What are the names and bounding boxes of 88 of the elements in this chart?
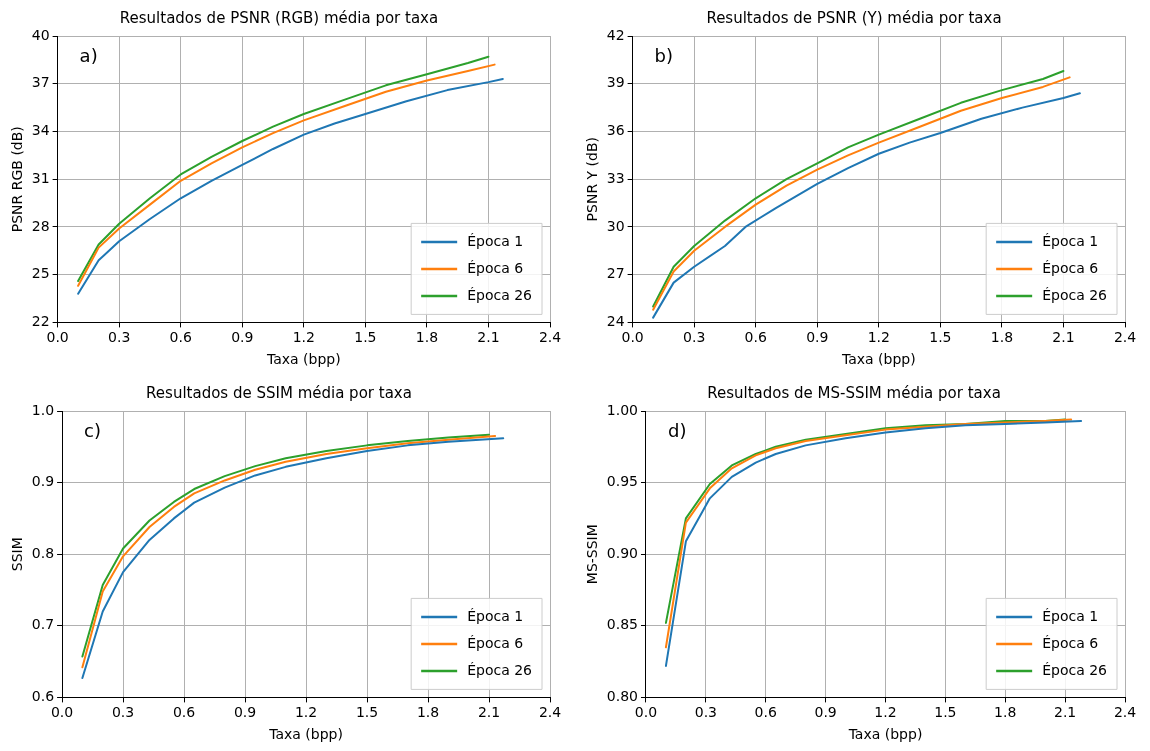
x-tick-label: 1.2 [874,704,897,721]
legend-label: Época 1 [467,232,524,249]
y-axis-title: SSIM [9,537,26,572]
y-tick-label: 0.8 [31,544,55,561]
x-tick-label: 1.8 [415,329,439,346]
x-tick-label: 2.4 [1113,329,1137,346]
y-tick-label: 34 [31,122,50,139]
x-tick-label: 1.8 [994,704,1017,721]
legend-label: Época 26 [467,286,533,303]
y-tick-label: 1.00 [606,401,638,418]
x-tick-label: 0.6 [754,704,777,721]
x-tick-label: 0.3 [683,329,706,346]
x-tick-label: 1.5 [929,329,952,346]
chart-title: Resultados de PSNR (RGB) média por taxa [119,8,439,27]
y-tick-label: 0.7 [31,616,55,633]
y-tick-label: 40 [31,26,50,43]
x-tick-label: 1.5 [934,704,957,721]
legend-label: Época 26 [1042,661,1108,678]
x-tick-label: 0.6 [744,329,767,346]
x-tick-label: 2.1 [477,329,500,346]
y-tick-label: 22 [31,313,50,330]
x-tick-label: 1.2 [867,329,890,346]
y-tick-label: 0.90 [606,544,638,561]
y-tick-label: 42 [606,26,625,43]
y-tick-label: 33 [606,169,625,186]
y-tick-label: 24 [606,313,625,330]
x-tick-label: 0.3 [108,329,131,346]
x-tick-label: 0.3 [111,704,135,721]
y-tick-label: 0.85 [606,616,638,633]
y-tick-label: 0.6 [31,688,55,705]
x-tick-label: 0.9 [233,704,257,721]
y-axis-title: MS-SSIM [584,524,601,585]
x-tick-label: 2.1 [1052,329,1075,346]
x-tick-label: 1.8 [416,704,440,721]
legend-label: Época 26 [1042,286,1108,303]
x-tick-label: 1.2 [292,329,315,346]
x-tick-label: 0.0 [46,329,69,346]
y-tick-label: 37 [31,74,50,91]
x-tick-label: 0.6 [172,704,196,721]
x-axis-title: Taxa (bpp) [265,351,341,368]
legend-label: Época 26 [467,661,533,678]
x-tick-label: 1.5 [355,704,379,721]
x-tick-label: 1.5 [354,329,377,346]
x-tick-label: 1.2 [294,704,318,721]
legend-label: Época 1 [1042,232,1099,249]
x-tick-label: 0.3 [694,704,717,721]
legend-label: Época 6 [1042,634,1099,651]
x-tick-label: 2.4 [1113,704,1137,721]
y-tick-label: 28 [31,217,50,234]
x-tick-label: 2.1 [477,704,501,721]
x-tick-label: 2.4 [538,704,562,721]
y-tick-label: 30 [606,217,625,234]
chart-title: Resultados de MS-SSIM média por taxa [707,383,1001,402]
y-tick-label: 25 [31,265,50,282]
y-tick-label: 39 [606,74,625,91]
chart-title: Resultados de PSNR (Y) média por taxa [706,8,1002,27]
y-tick-label: 27 [606,265,625,282]
y-tick-label: 31 [31,169,50,186]
y-axis-title: PSNR RGB (dB) [9,126,26,233]
x-axis-title: Taxa (bpp) [847,726,923,743]
x-tick-label: 1.8 [990,329,1014,346]
x-tick-label: 0.9 [806,329,829,346]
x-tick-label: 0.0 [634,704,658,721]
x-tick-label: 0.0 [621,329,644,346]
x-tick-label: 0.0 [50,704,74,721]
x-tick-label: 2.4 [538,329,562,346]
legend-label: Época 6 [467,634,524,651]
annotation: a) [79,44,98,66]
x-tick-label: 2.1 [1053,704,1077,721]
y-tick-label: 0.95 [606,473,638,490]
annotation: d) [667,419,687,441]
annotation: c) [84,419,101,441]
y-tick-label: 0.9 [31,473,55,490]
x-axis-title: Taxa (bpp) [840,351,916,368]
x-tick-label: 0.6 [169,329,192,346]
legend-label: Época 1 [1042,607,1099,624]
legend-label: Época 6 [1042,259,1099,276]
y-tick-label: 1.0 [31,401,55,418]
legend-label: Época 1 [467,607,524,624]
y-axis-title: PSNR Y (dB) [584,137,601,222]
legend-label: Época 6 [467,259,524,276]
chart-title: Resultados de SSIM média por taxa [146,383,412,402]
annotation: b) [654,44,674,66]
x-tick-label: 0.9 [814,704,837,721]
x-axis-title: Taxa (bpp) [268,726,343,743]
y-tick-label: 36 [606,122,625,139]
x-tick-label: 0.9 [231,329,254,346]
y-tick-label: 0.80 [606,688,638,705]
